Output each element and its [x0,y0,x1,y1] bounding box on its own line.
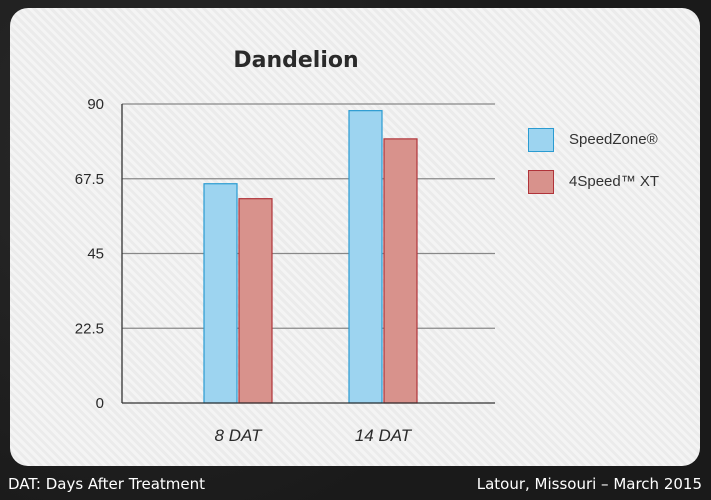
grid-lines [122,103,495,329]
y-tick-label: 45 [87,246,104,263]
y-tick-label: 0 [96,395,104,412]
footer-note: DAT: Days After Treatment [8,475,206,493]
footer-location: Latour, Missouri – March 2015 [476,475,702,493]
legend-label-4speed: 4Speed™ XT [569,173,660,190]
legend-swatch-speedzone [528,128,554,152]
y-tick-label: 67.5 [75,171,104,188]
legend-swatch-4speed [528,170,554,194]
bar-4speed-0 [238,198,273,404]
chart-title: Dandelion [233,48,359,73]
bar-4speed-1 [383,138,418,404]
legend-label-speedzone: SpeedZone® [569,131,658,148]
bar-speedzone-0 [203,183,238,404]
footer-bar: DAT: Days After Treatment Latour, Missou… [0,472,711,500]
y-tick-label: 90 [87,96,104,113]
bar-speedzone-1 [348,110,383,404]
x-tick-label: 8 DAT [215,426,264,445]
x-tick-label: 14 DAT [355,426,413,445]
y-tick-label: 22.5 [75,320,104,337]
bars [203,110,418,404]
axes [121,104,495,404]
tick-labels: 0 22.5 45 67.5 90 8 DAT 14 DAT [75,96,413,445]
